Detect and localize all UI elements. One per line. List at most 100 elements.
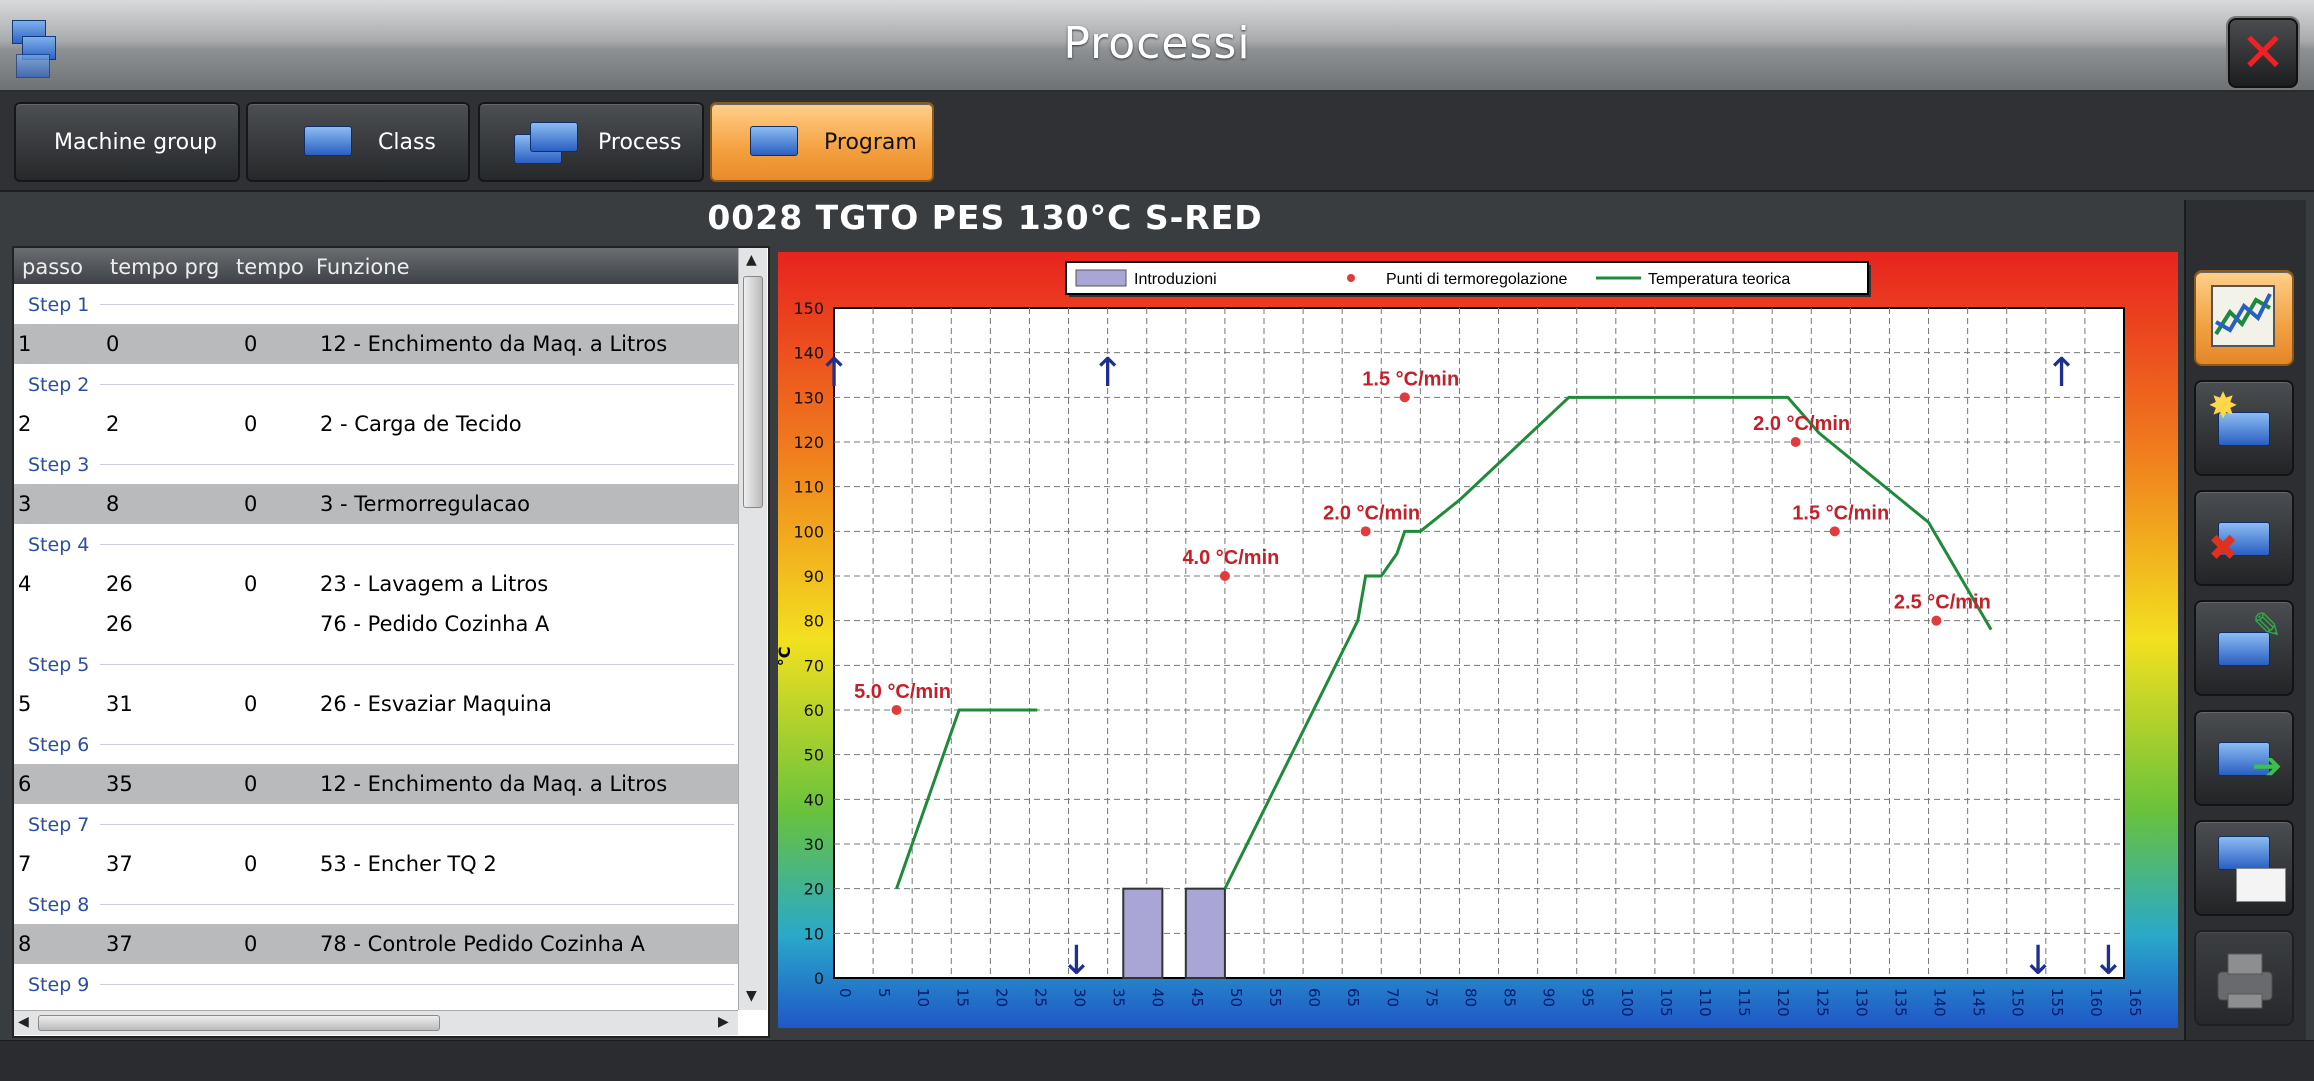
delete-button[interactable]: ✖: [2194, 490, 2294, 586]
step-label: Step 4: [28, 534, 90, 556]
header-tempo-prg[interactable]: tempo prg: [110, 255, 220, 279]
introduzione-bar: [1122, 887, 1164, 980]
thermoregulation-point: [1931, 615, 1942, 626]
up-arrow-marker: ↑: [2045, 350, 2079, 396]
step-header-row[interactable]: Step 9: [14, 964, 738, 1004]
gradient-label: 2.0 °C/min: [1323, 502, 1420, 524]
cell-passo: 5: [18, 692, 32, 716]
x-tick-label: 20: [992, 988, 1010, 1007]
tab-program[interactable]: Program: [710, 102, 934, 182]
x-tick-label: 65: [1344, 988, 1362, 1007]
cell-tempo-prg: 26: [106, 612, 133, 636]
introduzione-bar: [1184, 887, 1226, 980]
cell-passo: 3: [18, 492, 32, 516]
step-header-row[interactable]: Step 3: [14, 444, 738, 484]
cell-passo: 4: [18, 572, 32, 596]
action-sidebar: ✸ ✖ ✎ ➔: [2184, 200, 2306, 1062]
step-header-row[interactable]: Step 6: [14, 724, 738, 764]
cell-passo: 7: [18, 852, 32, 876]
step-divider: [100, 984, 734, 985]
x-tick-label: 135: [1891, 988, 1909, 1017]
horizontal-scroll-thumb[interactable]: [38, 1015, 440, 1031]
chart-svg: 0 5 10 15 20 25 30 35 40 45 50 55 60 65 70 75 80 85 90 95 10…: [775, 252, 2178, 1028]
x-tick-label: 40: [1149, 988, 1167, 1007]
step-header-row[interactable]: Step 8: [14, 884, 738, 924]
program-icon: [750, 126, 798, 156]
header-tempo[interactable]: tempo: [236, 255, 304, 279]
vertical-scroll-thumb[interactable]: [743, 276, 763, 508]
x-tick-label: 90: [1540, 988, 1558, 1007]
cell-tempo: 0: [244, 772, 258, 796]
scroll-left-icon[interactable]: ◀: [18, 1014, 29, 1030]
cell-funzione: 12 - Enchimento da Maq. a Litros: [320, 772, 668, 796]
temperature-line: [895, 708, 1038, 890]
x-tick-label: 110: [1696, 988, 1714, 1017]
gradient-label: 1.5 °C/min: [1362, 368, 1459, 390]
step-header-row[interactable]: Step 2: [14, 364, 738, 404]
thermoregulation-point: [1360, 526, 1371, 537]
tab-bar: Machine group Class Process Program: [0, 92, 2314, 192]
new-button[interactable]: ✸: [2194, 380, 2294, 476]
y-tick-label: 10: [804, 924, 824, 943]
gradient-label: 1.5 °C/min: [1792, 502, 1889, 524]
cell-tempo: 0: [244, 852, 258, 876]
x-tick-label: 140: [1931, 988, 1949, 1017]
starburst-icon: ✸: [2208, 386, 2239, 427]
temperature-chart: 0 5 10 15 20 25 30 35 40 45 50 55 60 65 70 75 80 85 90 95 10…: [775, 252, 2178, 1028]
table-row[interactable]: 4 26 0 23 - Lavagem a Litros: [14, 564, 738, 604]
step-header-row[interactable]: Step 7: [14, 804, 738, 844]
chart-view-button[interactable]: [2194, 270, 2294, 366]
y-tick-label: 100: [793, 522, 824, 541]
cell-tempo: 0: [244, 572, 258, 596]
y-tick-label: 150: [793, 299, 824, 318]
header-funzione[interactable]: Funzione: [316, 255, 410, 279]
edit-button[interactable]: ✎: [2194, 600, 2294, 696]
table-row[interactable]: 1 0 0 12 - Enchimento da Maq. a Litros: [14, 324, 738, 364]
table-row[interactable]: 2 2 0 2 - Carga de Tecido: [14, 404, 738, 444]
step-divider: [100, 384, 734, 385]
x-tick-label: 105: [1657, 988, 1675, 1017]
gradient-label: 2.0 °C/min: [1753, 413, 1850, 435]
app-icon: [12, 14, 64, 84]
legend-label: Temperatura teorica: [1648, 271, 1790, 288]
x-tick-label: 145: [1970, 988, 1988, 1017]
horizontal-scrollbar[interactable]: ◀ ▶: [14, 1010, 738, 1035]
cell-tempo-prg: 35: [106, 772, 133, 796]
thermoregulation-point: [1219, 571, 1230, 581]
table-row[interactable]: 8 37 0 78 - Controle Pedido Cozinha A: [14, 924, 738, 964]
vertical-scrollbar[interactable]: ▲ ▼: [738, 248, 767, 1010]
cell-tempo-prg: 26: [106, 572, 133, 596]
scroll-up-icon[interactable]: ▲: [746, 252, 757, 268]
close-button[interactable]: ✕: [2228, 18, 2298, 88]
x-tick-label: 55: [1266, 988, 1284, 1007]
cell-tempo: 0: [244, 492, 258, 516]
table-row[interactable]: 3 8 0 3 - Termorregulacao: [14, 484, 738, 524]
cell-passo: 2: [18, 412, 32, 436]
table-row[interactable]: 26 76 - Pedido Cozinha A: [14, 604, 738, 644]
scroll-right-icon[interactable]: ▶: [718, 1014, 729, 1030]
pencil-icon: ✎: [2252, 606, 2283, 647]
step-divider: [100, 824, 734, 825]
export-button[interactable]: ➔: [2194, 710, 2294, 806]
table-row[interactable]: 6 35 0 12 - Enchimento da Maq. a Litros: [14, 764, 738, 804]
copy-button[interactable]: [2194, 820, 2294, 916]
cell-tempo: 0: [244, 692, 258, 716]
scroll-down-icon[interactable]: ▼: [746, 988, 757, 1004]
print-button[interactable]: [2194, 930, 2294, 1026]
tab-class[interactable]: Class: [246, 102, 470, 182]
table-row[interactable]: 5 31 0 26 - Esvaziar Maquina: [14, 684, 738, 724]
header-passo[interactable]: passo: [22, 255, 83, 279]
table-row[interactable]: 7 37 0 53 - Encher TQ 2: [14, 844, 738, 884]
y-tick-label: 140: [793, 344, 824, 363]
step-header-row[interactable]: Step 1: [14, 284, 738, 324]
y-tick-label: 80: [804, 612, 824, 631]
tab-machine-group[interactable]: Machine group: [14, 102, 240, 182]
step-header-row[interactable]: Step 4: [14, 524, 738, 564]
step-header-row[interactable]: Step 5: [14, 644, 738, 684]
tab-process[interactable]: Process: [478, 102, 704, 182]
cell-tempo: 0: [244, 412, 258, 436]
cell-tempo-prg: 8: [106, 492, 120, 516]
legend-swatch-introduzioni: [1075, 269, 1127, 287]
cell-funzione: 78 - Controle Pedido Cozinha A: [320, 932, 645, 956]
thermoregulation-point: [891, 705, 902, 715]
